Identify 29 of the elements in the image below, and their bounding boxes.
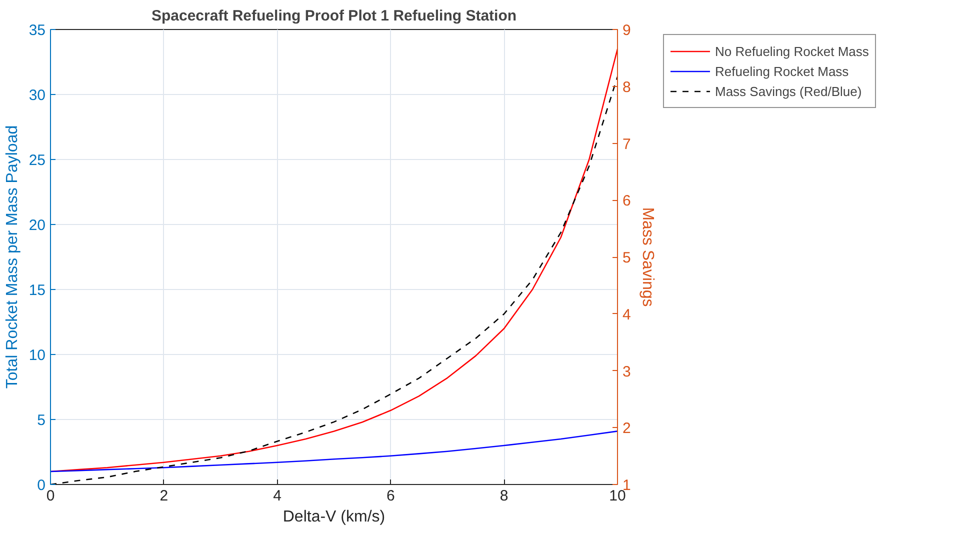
y2-tick-label: 6 xyxy=(622,192,631,210)
y-tick-label: 5 xyxy=(37,412,46,429)
y-tick-label: 35 xyxy=(28,22,46,39)
y2-tick-label: 5 xyxy=(622,250,631,266)
y2-axis-title: Mass Savings xyxy=(638,207,656,307)
y2-tick-label: 8 xyxy=(622,78,631,96)
y2-tick-label: 3 xyxy=(622,363,631,380)
y-tick-label: 25 xyxy=(28,152,46,169)
chart-title: Spacecraft Refueling Proof Plot 1 Refueling Station xyxy=(151,8,517,24)
y-tick-label: 0 xyxy=(37,477,46,494)
x-tick-label: 6 xyxy=(386,488,395,504)
y2-tick-label: 4 xyxy=(622,306,631,324)
x-tick-label: 4 xyxy=(273,488,282,504)
y2-tick-label: 2 xyxy=(622,420,631,438)
y2-tick-label: 9 xyxy=(622,22,631,39)
line-series xyxy=(50,430,618,472)
y-tick-label: 10 xyxy=(28,347,46,364)
legend-label: No Refueling Rocket Mass xyxy=(715,44,869,58)
x-axis-title: Delta-V (km/s) xyxy=(282,508,386,526)
y-tick-label: 20 xyxy=(28,217,46,234)
y-tick-label: 15 xyxy=(28,282,46,299)
legend-label: Refueling Rocket Mass xyxy=(715,64,849,78)
y-tick-label: 30 xyxy=(28,87,46,104)
x-tick-label: 10 xyxy=(609,488,626,504)
x-tick-label: 2 xyxy=(160,488,168,504)
y-axis-title: Total Rocket Mass per Mass Payload xyxy=(4,125,21,389)
x-tick-label: 8 xyxy=(500,488,508,504)
legend-label: Mass Savings (Red/Blue) xyxy=(715,84,862,98)
y2-tick-label: 7 xyxy=(622,136,631,153)
